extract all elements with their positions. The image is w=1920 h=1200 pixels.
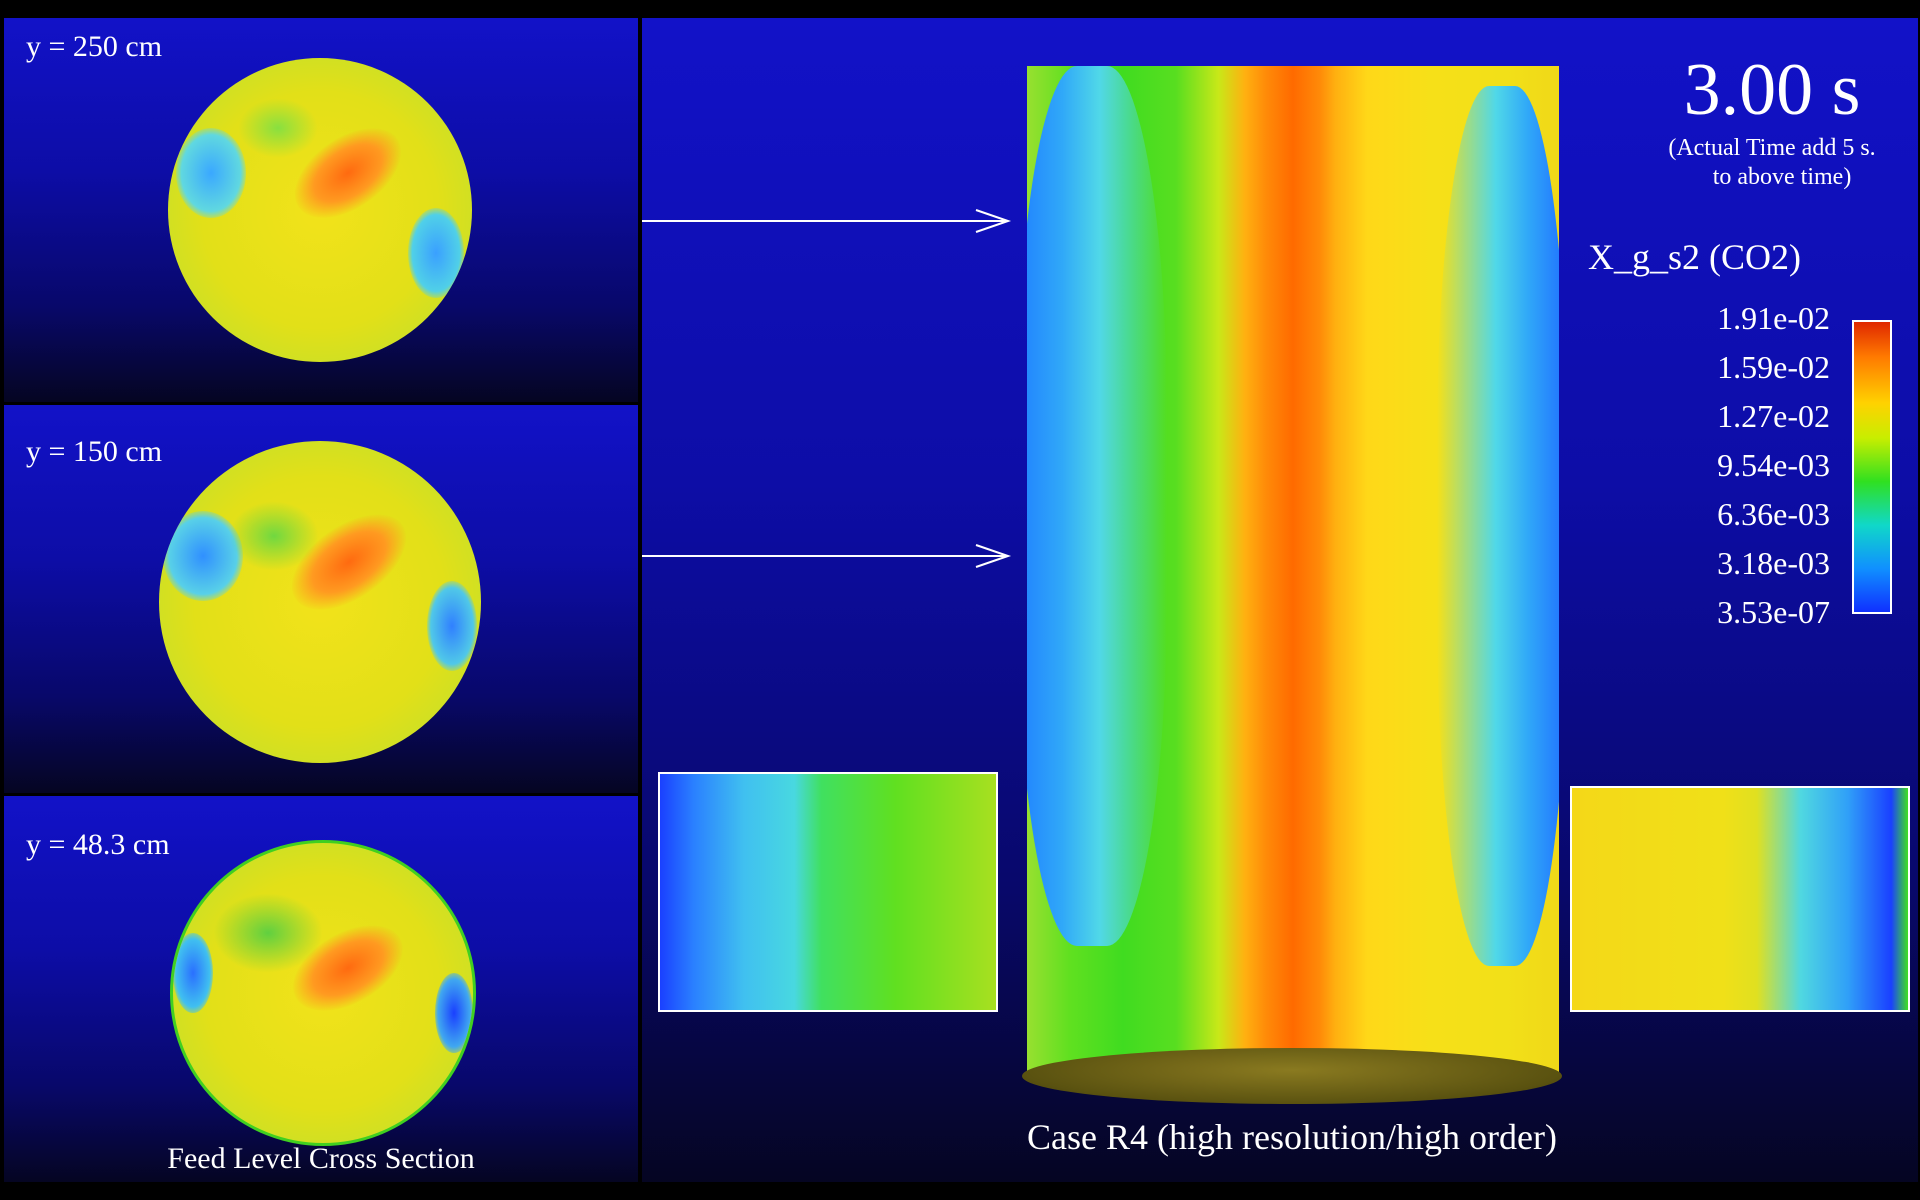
time-note-line2: to above time) xyxy=(1712,164,1852,190)
colorbar-gradient xyxy=(1852,320,1892,614)
cross-section-panel-top: y = 250 cm xyxy=(4,18,638,402)
arrow-line-middle xyxy=(642,555,1006,557)
colorbar-tick: 1.59e-02 xyxy=(1717,349,1830,385)
simulation-time: 3.00 s xyxy=(1683,49,1861,131)
co2-plume-left xyxy=(1027,66,1167,946)
main-view-panel: 3.00 s (Actual Time add 5 s. to above ti… xyxy=(642,18,1918,1182)
colorbar-tick: 3.18e-03 xyxy=(1717,545,1830,581)
cylinder-base xyxy=(1022,1048,1562,1104)
colorbar-tick: 1.27e-02 xyxy=(1717,398,1830,434)
arrow-head-icon xyxy=(975,209,1012,233)
cross-section-disc xyxy=(159,441,481,763)
feed-level-caption: Feed Level Cross Section xyxy=(167,1142,475,1175)
inset-right-detail xyxy=(1570,786,1910,1012)
arrow-line-top xyxy=(642,220,1006,222)
cross-section-disc xyxy=(168,58,472,362)
co2-plume-right xyxy=(1437,86,1559,966)
arrow-head-icon xyxy=(975,544,1012,568)
colorbar-tick: 1.91e-02 xyxy=(1717,300,1830,336)
cross-section-disc xyxy=(170,840,476,1146)
cross-section-panel-bottom: y = 48.3 cm Feed Level Cross Section xyxy=(4,796,638,1182)
section-label: y = 250 cm xyxy=(26,30,163,63)
reactor-cylinder xyxy=(1027,66,1559,1076)
time-note-line1: (Actual Time add 5 s. xyxy=(1668,135,1876,161)
colorbar-title: X_g_s2 (CO2) xyxy=(1588,237,1801,277)
colorbar-tick: 3.53e-07 xyxy=(1717,594,1830,630)
case-caption: Case R4 (high resolution/high order) xyxy=(1027,1117,1557,1157)
colorbar-tick: 6.36e-03 xyxy=(1717,496,1830,532)
section-label: y = 48.3 cm xyxy=(26,828,170,861)
cross-section-panel-middle: y = 150 cm xyxy=(4,405,638,793)
section-label: y = 150 cm xyxy=(26,435,163,468)
inset-left-detail xyxy=(658,772,998,1012)
colorbar-tick: 9.54e-03 xyxy=(1717,447,1830,483)
